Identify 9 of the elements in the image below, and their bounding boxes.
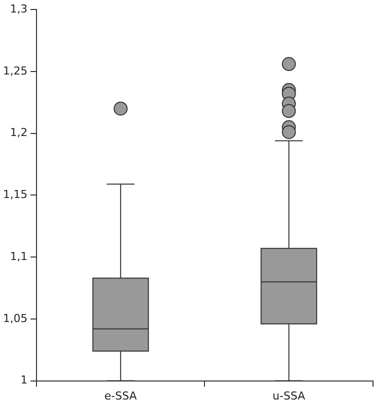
y-tick-label: 1,25 <box>2 64 28 78</box>
x-tick-label: e-SSA <box>104 389 138 402</box>
y-tick-label: 1,15 <box>2 188 28 202</box>
y-tick-label: 1,1 <box>10 250 28 263</box>
y-tick-label: 1 <box>20 374 28 387</box>
y-tick-label: 1,2 <box>10 126 28 140</box>
y-tick-label: 1,3 <box>10 2 28 16</box>
y-tick-label: 1,05 <box>2 312 28 325</box>
x-tick-label: u-SSA <box>272 389 306 402</box>
